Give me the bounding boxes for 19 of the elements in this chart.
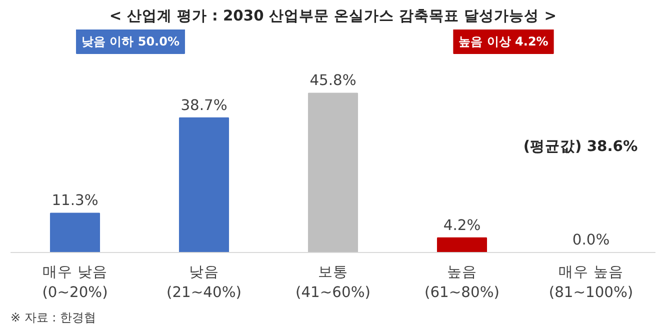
text: 높음 이상 4.2%: [458, 34, 548, 48]
bar: [50, 212, 100, 252]
x-tick-label: 매우 높음 (81~100%): [548, 264, 634, 301]
x-tick-label: 매우 낮음 (0~20%): [42, 264, 108, 301]
x-tick-label: 보통 (41~60%): [296, 264, 370, 301]
text: ※ 자료 : 한경협: [10, 310, 96, 324]
chart-title: < 산업계 평가 : 2030 산업부문 온실가스 감축목표 달성가능성 >: [109, 8, 557, 24]
text: 낮음 이하 50.0%: [82, 34, 180, 48]
x-tick-label: 높음 (61~80%): [424, 264, 500, 301]
bar: [178, 117, 230, 252]
x-tick-label: 낮음 (21~40%): [166, 264, 242, 301]
bar: [308, 92, 358, 252]
data-label: 45.8%: [310, 72, 356, 90]
data-label: 38.7%: [180, 96, 228, 114]
data-label: 11.3%: [52, 192, 98, 210]
data-label: 4.2%: [443, 216, 481, 234]
annotation: (평균값) 38.6%: [523, 138, 638, 155]
bar: [436, 237, 488, 252]
data-label: 0.0%: [572, 232, 610, 248]
